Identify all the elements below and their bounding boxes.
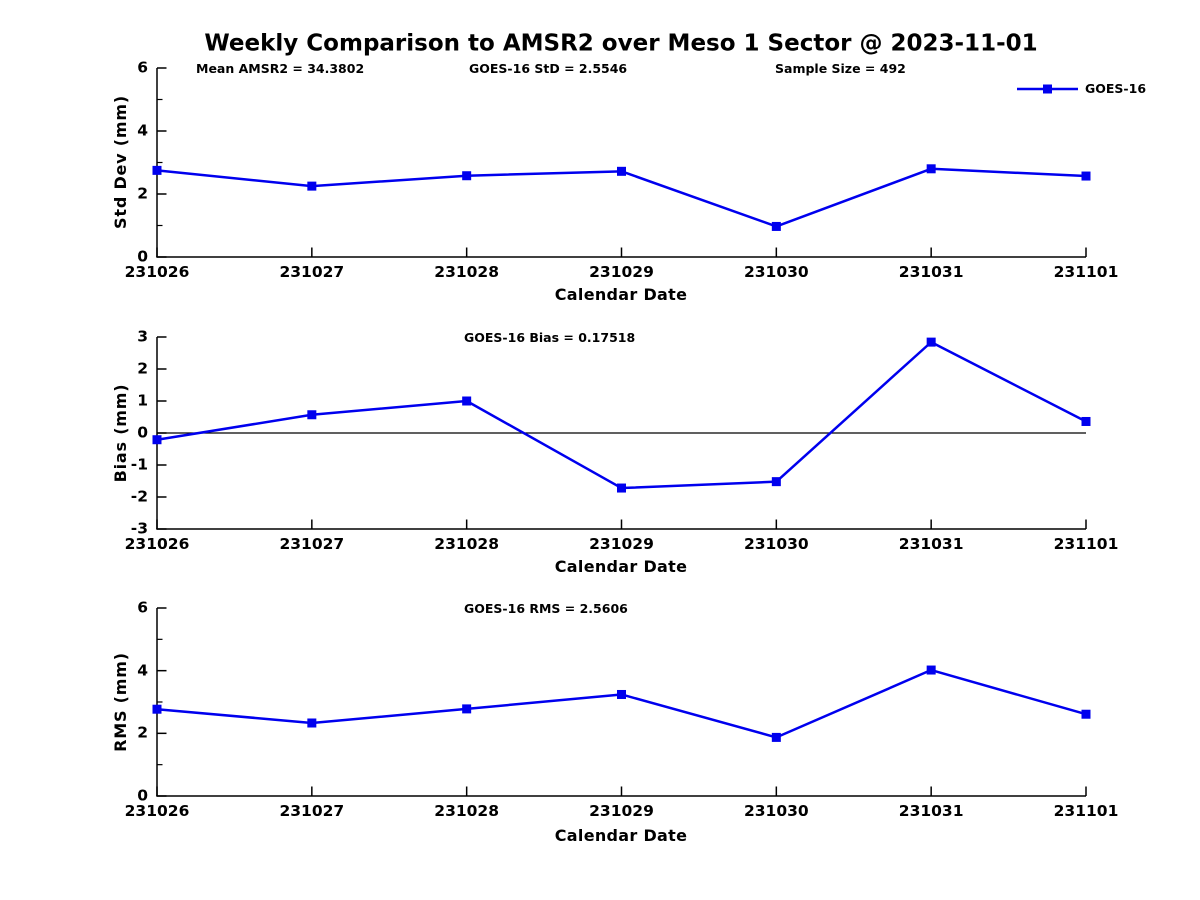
annotation-goes16-bias: GOES-16 Bias = 0.17518 <box>464 329 636 345</box>
series-line-goes-16 <box>156 340 1087 490</box>
data-point-marker <box>152 165 162 175</box>
annotation-sample-size: Sample Size = 492 <box>775 60 906 76</box>
data-point-marker <box>152 704 162 714</box>
x-tick-label: 231101 <box>1053 263 1119 281</box>
x-tick-label: 231031 <box>898 535 964 553</box>
x-tick-label: 231031 <box>898 263 964 281</box>
data-point-marker <box>617 483 626 493</box>
x-tick-label: 231101 <box>1053 535 1119 553</box>
y-axis-label-stddev: Std Dev (mm) <box>111 95 130 229</box>
x-axis-label-subplot2: Calendar Date <box>554 557 688 576</box>
y-tick-label: 6 <box>137 598 148 617</box>
data-point-marker <box>152 435 162 445</box>
legend-label-goes16: GOES-16 <box>1085 80 1147 96</box>
y-tick-label: 2 <box>137 359 148 378</box>
y-tick-label: 6 <box>137 58 148 77</box>
y-tick-label: 3 <box>137 327 148 346</box>
data-point-marker <box>771 221 781 231</box>
x-tick-label: 231029 <box>589 263 654 281</box>
data-point-marker <box>462 171 472 181</box>
x-tick-label: 231028 <box>434 263 500 281</box>
data-point-marker <box>771 732 781 742</box>
y-tick-label: 4 <box>137 121 148 140</box>
data-point-marker <box>307 410 317 420</box>
x-tick-label: 231029 <box>589 535 654 553</box>
y-axis-label-rms: RMS (mm) <box>111 652 130 752</box>
x-tick-label: 231028 <box>434 802 500 820</box>
data-point-marker <box>307 181 317 191</box>
x-tick-label: 231031 <box>898 802 964 820</box>
data-point-marker <box>617 166 626 176</box>
x-tick-label: 231026 <box>124 535 190 553</box>
annotation-goes16-std: GOES-16 StD = 2.5546 <box>469 60 628 76</box>
y-tick-label: 1 <box>137 391 148 410</box>
legend-marker-sample <box>1043 84 1052 94</box>
y-tick-label: 2 <box>137 184 148 203</box>
data-point-marker <box>771 477 781 487</box>
x-tick-label: 231027 <box>279 263 345 281</box>
series-line-goes-16 <box>156 668 1087 739</box>
y-tick-label: 2 <box>137 723 148 742</box>
x-tick-label: 231030 <box>743 263 809 281</box>
data-point-marker <box>617 689 626 699</box>
series-line-goes-16 <box>156 167 1087 228</box>
y-axis-label-bias: Bias (mm) <box>111 383 130 483</box>
x-tick-label: 231027 <box>279 802 345 820</box>
data-point-marker <box>1081 709 1091 719</box>
data-point-marker <box>1081 171 1091 181</box>
x-tick-label: 231101 <box>1053 802 1119 820</box>
data-point-marker <box>462 396 472 406</box>
figure-title: Weekly Comparison to AMSR2 over Meso 1 S… <box>204 30 1038 57</box>
y-tick-label: 4 <box>137 661 148 680</box>
x-tick-label: 231026 <box>124 802 190 820</box>
x-tick-label: 231026 <box>124 263 190 281</box>
data-point-marker <box>307 718 317 728</box>
y-tick-label: -1 <box>130 455 148 474</box>
x-axis-label-subplot1: Calendar Date <box>554 285 688 304</box>
data-point-marker <box>926 164 936 174</box>
y-tick-label: -2 <box>130 487 148 506</box>
y-tick-label: 0 <box>137 423 148 442</box>
y-tick-label: -3 <box>130 519 148 538</box>
y-tick-label: 0 <box>137 786 148 805</box>
x-tick-label: 231028 <box>434 535 500 553</box>
data-point-marker <box>926 337 936 347</box>
data-point-marker <box>1081 416 1091 426</box>
data-point-marker <box>462 704 472 714</box>
x-tick-label: 231030 <box>743 802 809 820</box>
y-tick-label: 0 <box>137 247 148 266</box>
annotation-goes16-rms: GOES-16 RMS = 2.5606 <box>464 600 628 616</box>
x-axis-label-subplot3: Calendar Date <box>554 826 688 845</box>
annotation-mean-amsr2: Mean AMSR2 = 34.3802 <box>196 60 365 76</box>
x-tick-label: 231029 <box>589 802 654 820</box>
x-tick-label: 231027 <box>279 535 345 553</box>
x-tick-label: 231030 <box>743 535 809 553</box>
data-point-marker <box>926 665 936 675</box>
